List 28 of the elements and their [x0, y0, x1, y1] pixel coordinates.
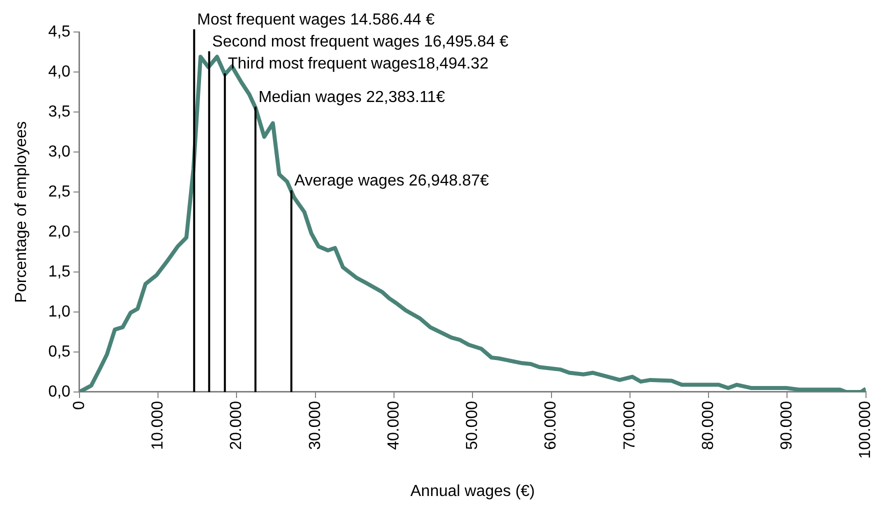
y-tick-label: 0,5 — [48, 343, 71, 360]
x-tick-label: 100.000 — [857, 400, 874, 459]
y-axis-title: Porcentage of employees — [13, 121, 30, 303]
ref-line-label: Second most frequent wages 16,495.84 € — [212, 34, 508, 51]
y-tick-label: 4,5 — [48, 23, 71, 40]
y-tick-label: 0,0 — [48, 383, 71, 400]
y-tick-label: 1,0 — [48, 303, 71, 320]
x-tick-label: 30.000 — [306, 400, 324, 450]
ref-line-label: Median wages 22,383.11€ — [258, 89, 446, 106]
x-tick-label: 70.000 — [621, 400, 638, 450]
x-tick-label: 20.000 — [228, 400, 246, 450]
y-tick-label: 2,5 — [48, 183, 71, 200]
x-tick-label: 90.000 — [778, 400, 796, 450]
y-tick-label: 4,0 — [48, 63, 71, 80]
x-tick-label: 10.000 — [149, 400, 166, 450]
y-tick-label: 3,5 — [48, 103, 71, 120]
y-tick-label: 3,0 — [48, 143, 71, 160]
x-tick-label: 40.000 — [385, 400, 402, 450]
x-tick-label: 60.000 — [542, 400, 560, 450]
y-tick-label: 2,0 — [48, 223, 71, 240]
ref-line-label: Average wages 26,948.87€ — [294, 172, 489, 190]
y-tick-label: 1,5 — [48, 263, 71, 280]
x-axis-title: Annual wages (€) — [410, 482, 535, 500]
ref-line-label: Third most frequent wages18,494.32 — [228, 56, 489, 73]
x-tick-label: 50.000 — [464, 400, 482, 450]
x-tick-label: 0 — [70, 400, 88, 410]
ref-line-label: Most frequent wages 14.586.44 € — [197, 12, 435, 29]
x-tick-label: 80.000 — [700, 400, 717, 450]
